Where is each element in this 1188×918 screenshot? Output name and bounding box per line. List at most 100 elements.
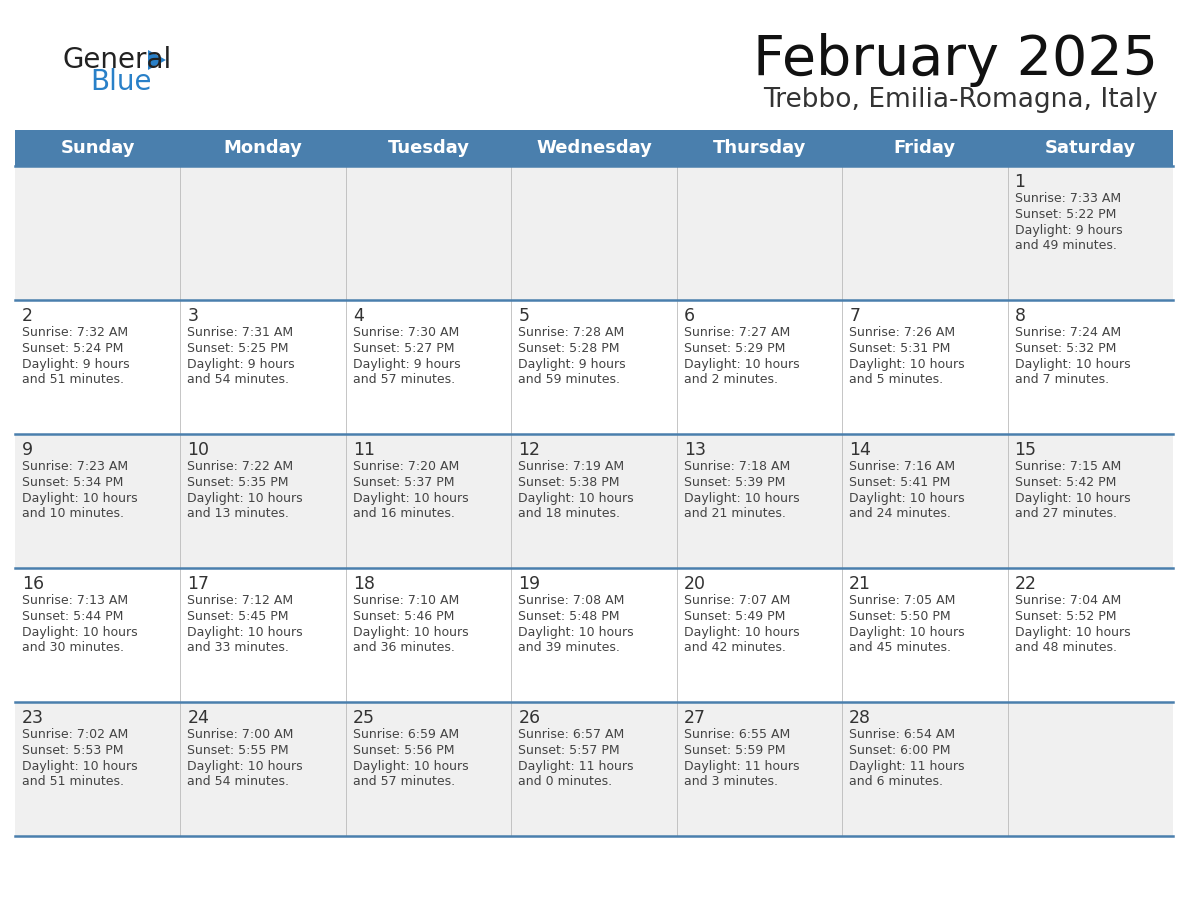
Text: Daylight: 11 hours: Daylight: 11 hours <box>518 760 633 773</box>
Text: Daylight: 10 hours: Daylight: 10 hours <box>1015 492 1130 505</box>
Bar <box>15 702 1173 836</box>
Text: Daylight: 10 hours: Daylight: 10 hours <box>23 760 138 773</box>
Text: Daylight: 10 hours: Daylight: 10 hours <box>188 492 303 505</box>
Text: Sunset: 5:41 PM: Sunset: 5:41 PM <box>849 476 950 489</box>
Text: and 49 minutes.: and 49 minutes. <box>1015 239 1117 252</box>
Text: Sunset: 5:46 PM: Sunset: 5:46 PM <box>353 610 454 623</box>
Text: Sunset: 6:00 PM: Sunset: 6:00 PM <box>849 744 950 757</box>
Text: and 33 minutes.: and 33 minutes. <box>188 641 290 654</box>
Text: Sunset: 5:48 PM: Sunset: 5:48 PM <box>518 610 620 623</box>
Text: and 16 minutes.: and 16 minutes. <box>353 507 455 520</box>
Text: Daylight: 10 hours: Daylight: 10 hours <box>684 492 800 505</box>
Text: 4: 4 <box>353 307 364 325</box>
Text: Sunrise: 7:04 AM: Sunrise: 7:04 AM <box>1015 594 1120 607</box>
Text: and 21 minutes.: and 21 minutes. <box>684 507 785 520</box>
Text: Sunset: 5:31 PM: Sunset: 5:31 PM <box>849 342 950 355</box>
Text: Sunset: 5:29 PM: Sunset: 5:29 PM <box>684 342 785 355</box>
Text: Daylight: 10 hours: Daylight: 10 hours <box>849 358 965 371</box>
Text: 17: 17 <box>188 575 209 593</box>
Text: 15: 15 <box>1015 441 1037 459</box>
Text: Daylight: 10 hours: Daylight: 10 hours <box>188 760 303 773</box>
Text: February 2025: February 2025 <box>753 33 1158 87</box>
Text: Sunset: 5:34 PM: Sunset: 5:34 PM <box>23 476 124 489</box>
Text: 27: 27 <box>684 709 706 727</box>
Text: 14: 14 <box>849 441 871 459</box>
Text: Sunset: 5:45 PM: Sunset: 5:45 PM <box>188 610 289 623</box>
Text: Wednesday: Wednesday <box>536 139 652 157</box>
Text: Daylight: 9 hours: Daylight: 9 hours <box>23 358 129 371</box>
Text: Daylight: 9 hours: Daylight: 9 hours <box>353 358 461 371</box>
Text: Trebbo, Emilia-Romagna, Italy: Trebbo, Emilia-Romagna, Italy <box>763 87 1158 113</box>
Text: Sunrise: 7:23 AM: Sunrise: 7:23 AM <box>23 460 128 473</box>
Text: Sunrise: 6:54 AM: Sunrise: 6:54 AM <box>849 728 955 741</box>
Text: and 7 minutes.: and 7 minutes. <box>1015 373 1108 386</box>
Text: 23: 23 <box>23 709 44 727</box>
Text: 2: 2 <box>23 307 33 325</box>
Text: General: General <box>62 46 171 74</box>
Text: Sunset: 5:38 PM: Sunset: 5:38 PM <box>518 476 620 489</box>
Text: Sunrise: 7:26 AM: Sunrise: 7:26 AM <box>849 326 955 339</box>
Text: Sunrise: 7:33 AM: Sunrise: 7:33 AM <box>1015 192 1120 205</box>
Text: Sunset: 5:55 PM: Sunset: 5:55 PM <box>188 744 289 757</box>
Bar <box>15 568 1173 702</box>
Text: 10: 10 <box>188 441 209 459</box>
Text: Sunrise: 7:31 AM: Sunrise: 7:31 AM <box>188 326 293 339</box>
Text: 24: 24 <box>188 709 209 727</box>
Text: Sunset: 5:35 PM: Sunset: 5:35 PM <box>188 476 289 489</box>
Text: and 5 minutes.: and 5 minutes. <box>849 373 943 386</box>
Text: and 0 minutes.: and 0 minutes. <box>518 775 612 788</box>
Text: Blue: Blue <box>90 68 152 96</box>
Text: and 6 minutes.: and 6 minutes. <box>849 775 943 788</box>
Text: Sunset: 5:49 PM: Sunset: 5:49 PM <box>684 610 785 623</box>
Text: Daylight: 9 hours: Daylight: 9 hours <box>188 358 295 371</box>
Text: Sunrise: 7:32 AM: Sunrise: 7:32 AM <box>23 326 128 339</box>
Text: Sunrise: 7:12 AM: Sunrise: 7:12 AM <box>188 594 293 607</box>
Text: Sunrise: 7:27 AM: Sunrise: 7:27 AM <box>684 326 790 339</box>
Text: Sunrise: 7:30 AM: Sunrise: 7:30 AM <box>353 326 459 339</box>
Text: Sunrise: 7:22 AM: Sunrise: 7:22 AM <box>188 460 293 473</box>
Text: Daylight: 10 hours: Daylight: 10 hours <box>849 626 965 639</box>
Text: and 51 minutes.: and 51 minutes. <box>23 373 124 386</box>
Text: Daylight: 9 hours: Daylight: 9 hours <box>518 358 626 371</box>
Text: 20: 20 <box>684 575 706 593</box>
Text: Friday: Friday <box>893 139 956 157</box>
Text: 19: 19 <box>518 575 541 593</box>
Text: Sunday: Sunday <box>61 139 135 157</box>
Text: Sunset: 5:57 PM: Sunset: 5:57 PM <box>518 744 620 757</box>
Text: Sunrise: 7:10 AM: Sunrise: 7:10 AM <box>353 594 459 607</box>
Text: 3: 3 <box>188 307 198 325</box>
Text: Sunset: 5:44 PM: Sunset: 5:44 PM <box>23 610 124 623</box>
Text: 26: 26 <box>518 709 541 727</box>
Bar <box>15 300 1173 434</box>
Text: Daylight: 9 hours: Daylight: 9 hours <box>1015 224 1123 237</box>
Text: Daylight: 11 hours: Daylight: 11 hours <box>849 760 965 773</box>
Text: Daylight: 10 hours: Daylight: 10 hours <box>353 492 468 505</box>
Text: and 2 minutes.: and 2 minutes. <box>684 373 778 386</box>
Text: Sunrise: 7:24 AM: Sunrise: 7:24 AM <box>1015 326 1120 339</box>
Text: 13: 13 <box>684 441 706 459</box>
Text: and 59 minutes.: and 59 minutes. <box>518 373 620 386</box>
Text: Sunrise: 7:20 AM: Sunrise: 7:20 AM <box>353 460 459 473</box>
Text: Sunrise: 7:02 AM: Sunrise: 7:02 AM <box>23 728 128 741</box>
Text: 7: 7 <box>849 307 860 325</box>
Text: Sunrise: 6:57 AM: Sunrise: 6:57 AM <box>518 728 625 741</box>
Text: Sunset: 5:28 PM: Sunset: 5:28 PM <box>518 342 620 355</box>
Text: Thursday: Thursday <box>713 139 807 157</box>
Text: 12: 12 <box>518 441 541 459</box>
Text: Sunrise: 7:00 AM: Sunrise: 7:00 AM <box>188 728 293 741</box>
Text: 22: 22 <box>1015 575 1037 593</box>
Text: and 57 minutes.: and 57 minutes. <box>353 775 455 788</box>
Text: Tuesday: Tuesday <box>387 139 469 157</box>
Text: Sunrise: 7:05 AM: Sunrise: 7:05 AM <box>849 594 955 607</box>
Text: Daylight: 10 hours: Daylight: 10 hours <box>518 626 634 639</box>
Text: and 42 minutes.: and 42 minutes. <box>684 641 785 654</box>
Text: Sunrise: 7:28 AM: Sunrise: 7:28 AM <box>518 326 625 339</box>
Text: and 13 minutes.: and 13 minutes. <box>188 507 290 520</box>
Text: Sunset: 5:27 PM: Sunset: 5:27 PM <box>353 342 454 355</box>
Text: and 48 minutes.: and 48 minutes. <box>1015 641 1117 654</box>
Bar <box>15 166 1173 300</box>
Text: Daylight: 10 hours: Daylight: 10 hours <box>1015 358 1130 371</box>
Text: 8: 8 <box>1015 307 1025 325</box>
Text: Sunset: 5:22 PM: Sunset: 5:22 PM <box>1015 208 1116 221</box>
Text: Sunset: 5:56 PM: Sunset: 5:56 PM <box>353 744 454 757</box>
